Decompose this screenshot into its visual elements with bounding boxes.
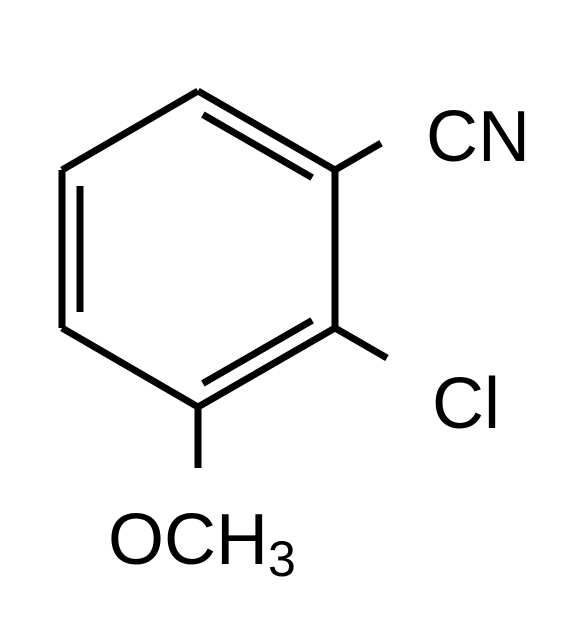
- labels-layer: CN Cl OCH3: [108, 97, 530, 587]
- bond-C2-Cl: [335, 328, 387, 358]
- bond-C6-C1: [198, 91, 335, 170]
- bond-C1-CN: [335, 143, 381, 170]
- bond-C3-C4: [62, 328, 198, 407]
- bond-C5-C6: [62, 91, 198, 170]
- atom-label-Cl: Cl: [432, 364, 500, 444]
- bonds-layer: [62, 91, 387, 468]
- molecule-diagram: CN Cl OCH3: [0, 0, 582, 640]
- bond-C2-C3: [198, 328, 335, 407]
- atom-label-CN: CN: [426, 97, 530, 177]
- atom-label-O: OCH3: [108, 500, 296, 587]
